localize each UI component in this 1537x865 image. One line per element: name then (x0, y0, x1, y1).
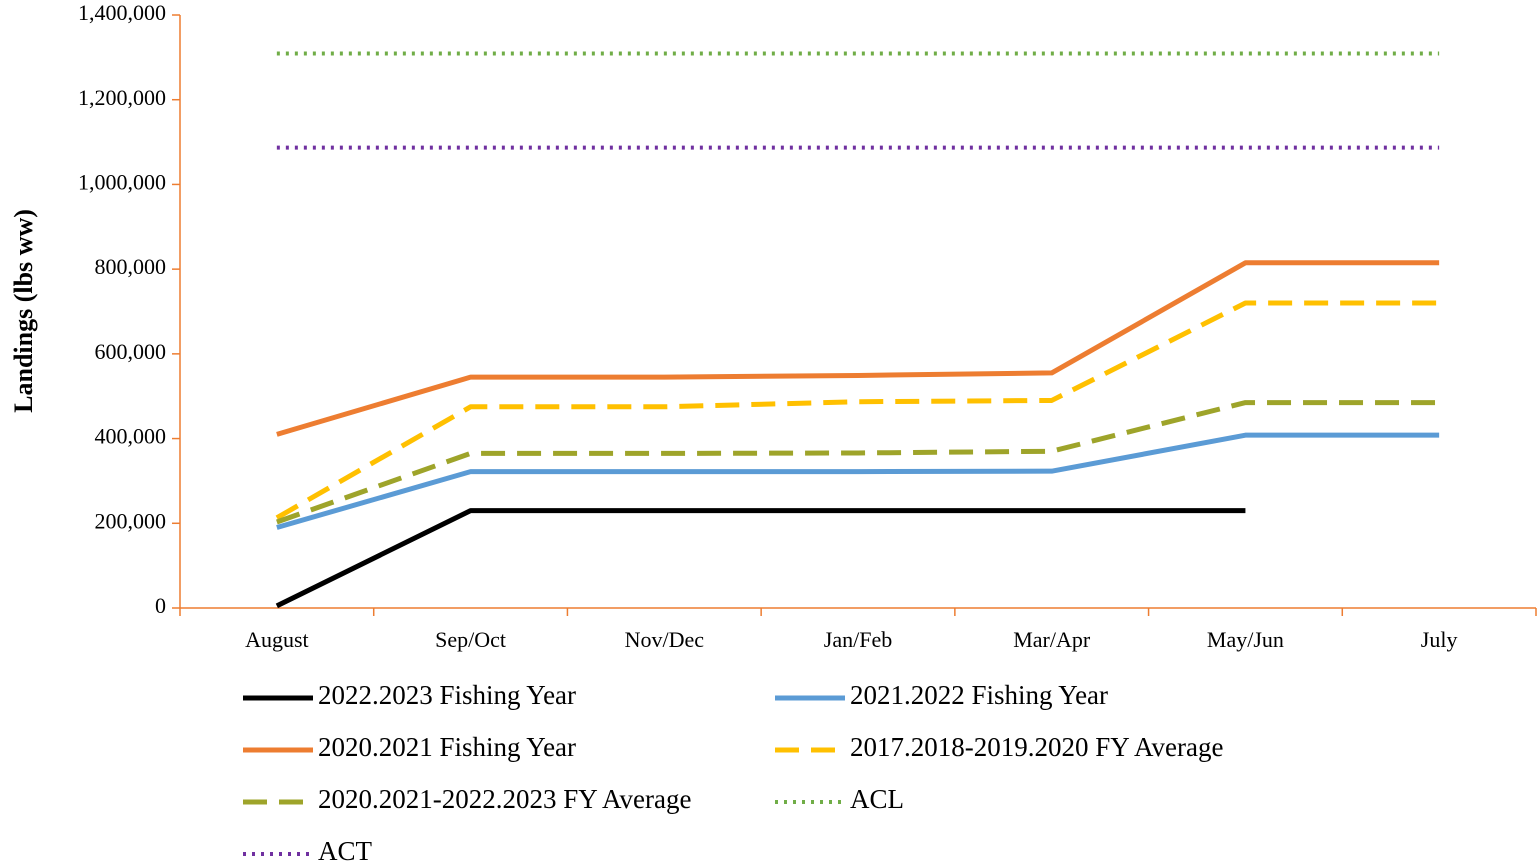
y-tick-label: 600,000 (95, 339, 167, 364)
x-tick-label: Mar/Apr (1013, 627, 1091, 652)
x-tick-label: Nov/Dec (625, 627, 705, 652)
series-line (275, 508, 1246, 609)
legend-label: 2022.2023 Fishing Year (318, 680, 576, 710)
y-tick-label: 200,000 (95, 508, 167, 533)
y-tick-label: 1,200,000 (78, 85, 166, 110)
series-line (276, 260, 1440, 437)
y-tick-label: 1,000,000 (78, 169, 166, 194)
legend-label: 2021.2022 Fishing Year (850, 680, 1108, 710)
x-tick-label: August (245, 627, 309, 652)
x-tick-label: July (1421, 627, 1458, 652)
y-tick-label: 0 (155, 593, 166, 618)
legend-label: ACT (318, 836, 373, 865)
y-tick-label: 400,000 (95, 424, 167, 449)
series-line (275, 300, 1440, 520)
legend-label: 2017.2018-2019.2020 FY Average (850, 732, 1223, 762)
x-tick-label: May/Jun (1207, 627, 1284, 652)
y-tick-label: 1,400,000 (78, 0, 166, 25)
series-line (276, 400, 1440, 525)
series-line (276, 432, 1440, 530)
legend-label: ACL (850, 784, 904, 814)
legend-label: 2020.2021 Fishing Year (318, 732, 576, 762)
y-axis-label: Landings (lbs ww) (9, 209, 38, 413)
legend-label: 2020.2021-2022.2023 FY Average (318, 784, 691, 814)
x-tick-label: Jan/Feb (824, 627, 892, 652)
y-tick-label: 800,000 (95, 254, 167, 279)
x-tick-label: Sep/Oct (435, 627, 506, 652)
